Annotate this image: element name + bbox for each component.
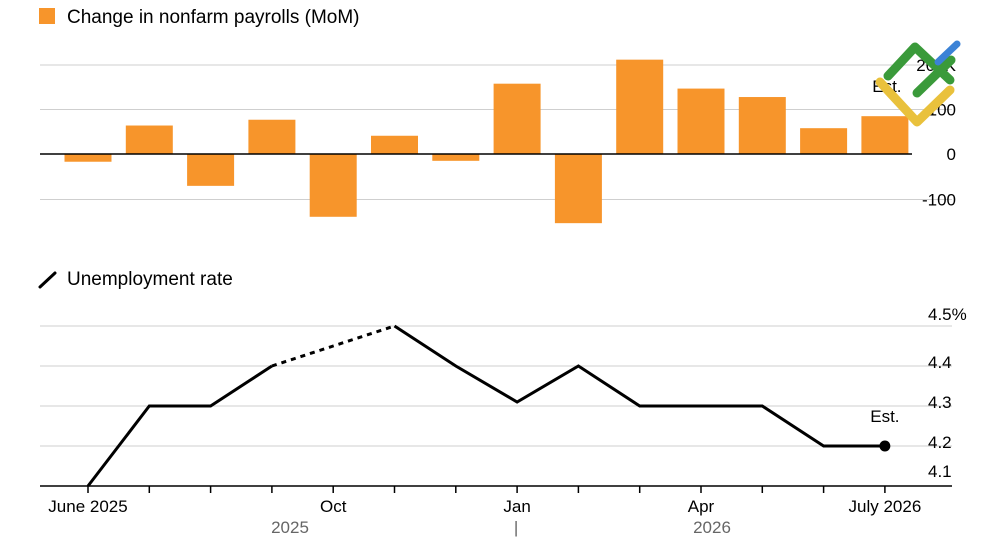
x-tick-label: Oct	[320, 497, 347, 516]
year-separator: |	[514, 518, 518, 537]
legend-line-icon	[38, 271, 57, 289]
year-label-2026: 2026	[693, 518, 731, 537]
bar-mar-2026	[616, 59, 664, 154]
x-tick-label: July 2026	[849, 497, 922, 516]
x-tick-label: June 2025	[48, 497, 127, 516]
logo-icon	[875, 40, 961, 127]
bar-y-tick-label: -100	[922, 191, 956, 210]
line-y-tick-label: 4.1	[928, 462, 952, 481]
bar-legend-label: Change in nonfarm payrolls (MoM)	[67, 7, 360, 28]
line-gridlines	[40, 325, 952, 447]
bar-sep-2025	[248, 119, 296, 154]
line-segment-solid	[86, 364, 273, 487]
line-estimate-annotation: Est.	[870, 407, 899, 426]
bar-jun-2025	[64, 154, 112, 162]
bar-oct-2025	[309, 154, 357, 217]
line-y-tick-labels: 4.5% 4.4 4.3 4.2 4.1	[928, 305, 967, 481]
logo-yellow-stroke	[875, 77, 955, 127]
logo-green-stroke	[912, 55, 956, 98]
bar-jun-2026	[800, 128, 848, 154]
unemployment-line-series	[86, 324, 891, 487]
bar-jul-2026	[861, 116, 909, 154]
bar-jan-2026	[493, 83, 541, 154]
bar-series	[64, 59, 909, 224]
bar-y-tick-label: 0	[947, 145, 956, 164]
line-y-tick-label: 4.4	[928, 353, 952, 372]
line-segment-solid	[393, 324, 885, 448]
year-label-2025: 2025	[271, 518, 309, 537]
x-tick-label: Apr	[688, 497, 715, 516]
x-tick-label: Jan	[503, 497, 530, 516]
bar-dec-2025	[432, 154, 480, 161]
line-y-tick-label: 4.2	[928, 433, 952, 452]
line-segment-dashed	[271, 324, 395, 368]
logo-blue-stroke	[934, 40, 961, 66]
estimate-point	[879, 440, 891, 452]
legend-square-icon	[39, 8, 55, 24]
line-y-tick-label: 4.3	[928, 393, 952, 412]
line-legend-label: Unemployment rate	[67, 269, 233, 290]
bar-nov-2025	[371, 135, 418, 154]
line-y-tick-label: 4.5%	[928, 305, 967, 324]
bar-apr-2026	[677, 88, 725, 154]
bar-may-2026	[738, 97, 786, 154]
x-axis-ticks: June 2025 Oct Jan Apr July 2026	[48, 486, 921, 516]
bar-feb-2026	[554, 154, 602, 224]
bar-aug-2025	[187, 154, 235, 186]
bar-jul-2025	[125, 125, 173, 154]
